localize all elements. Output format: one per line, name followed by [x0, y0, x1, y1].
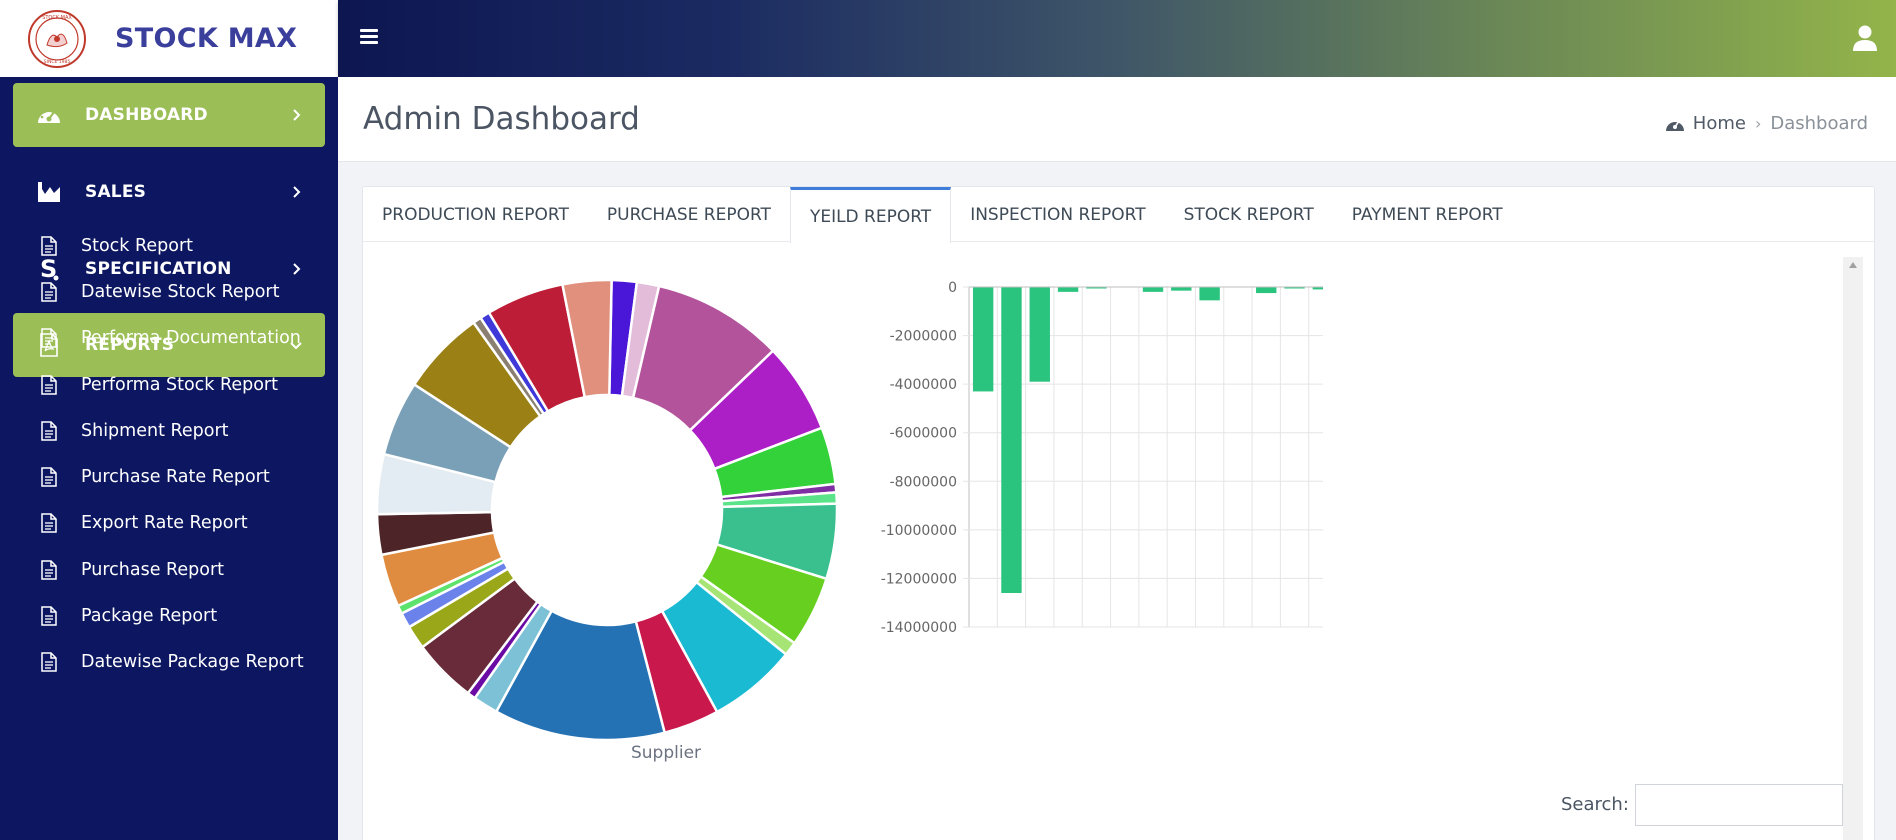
tab-yeild-report[interactable]: YEILD REPORT	[789, 187, 952, 243]
report-tabs: PRODUCTION REPORT PURCHASE REPORT YEILD …	[363, 187, 1874, 243]
sidebar-subitem-label: Performa Stock Report	[81, 375, 278, 395]
tab-production-report[interactable]: PRODUCTION REPORT	[382, 204, 569, 225]
sidebar-subitem-report[interactable]: Purchase Report	[40, 555, 224, 585]
document-icon	[41, 328, 57, 348]
document-icon	[41, 560, 57, 580]
sidebar-subitem-label: Purchase Report	[81, 560, 225, 580]
breadcrumb-home-link[interactable]: Home	[1692, 113, 1746, 134]
sidebar-item-specification[interactable]: S SPECIFICATION	[13, 237, 325, 301]
s-logo-icon: S	[35, 255, 63, 283]
scroll-up-arrow-icon[interactable]	[1849, 262, 1857, 268]
logo-area: STOCK MAX SINCE 1985 STOCK MAX	[0, 0, 338, 77]
sidebar-subitem-label: Package Report	[81, 606, 218, 626]
sidebar-subitem-label: Purchase Rate Report	[81, 467, 270, 487]
sidebar-subitem-report[interactable]: Datewise Stock Report	[40, 277, 279, 307]
sidebar-subitem-label: Export Rate Report	[81, 513, 248, 533]
bar-chart-bar[interactable]	[1284, 287, 1305, 289]
document-icon	[41, 421, 57, 441]
tab-payment-report[interactable]: PAYMENT REPORT	[1351, 204, 1503, 225]
document-icon	[41, 606, 57, 626]
bar-chart-y-tick-label: 0	[948, 280, 957, 296]
user-profile-icon[interactable]	[1852, 24, 1878, 52]
sidebar-item-label: REPORTS	[85, 335, 175, 355]
breadcrumb: Home › Dashboard	[1665, 113, 1868, 134]
document-icon	[41, 652, 57, 672]
bar-chart-bar[interactable]	[1029, 287, 1050, 382]
sidebar-subitem-label: Shipment Report	[81, 421, 229, 441]
sidebar-subitem-report[interactable]: Export Rate Report	[40, 508, 248, 538]
bar-chart-y-tick-label: -10000000	[881, 523, 957, 539]
breadcrumb-separator: ›	[1754, 114, 1762, 133]
bar-chart-bar[interactable]	[972, 287, 994, 392]
sidebar-subitem-label: Datewise Stock Report	[81, 282, 280, 302]
sidebar-subitem-report[interactable]: Performa Stock Report	[40, 370, 278, 400]
sidebar-subitem-report[interactable]: Performa Documentation	[40, 323, 301, 353]
hamburger-menu-icon[interactable]	[360, 29, 378, 45]
bar-chart-bar[interactable]	[1171, 287, 1192, 291]
tab-stock-report[interactable]: STOCK REPORT	[1183, 204, 1314, 225]
svg-text:STOCK MAX: STOCK MAX	[42, 15, 72, 21]
sidebar-subitem-report[interactable]: Purchase Rate Report	[40, 462, 270, 492]
sidebar-item-label: SPECIFICATION	[85, 259, 232, 279]
bar-chart-y-tick-label: -8000000	[890, 474, 957, 490]
chevron-right-icon	[293, 263, 301, 275]
pie-slice[interactable]	[560, 278, 613, 399]
document-icon	[41, 375, 57, 395]
bar-chart-bar[interactable]	[1057, 287, 1079, 292]
sidebar-item-label: SALES	[85, 182, 147, 202]
sidebar-subitem-report[interactable]: Package Report	[40, 601, 217, 631]
bar-chart-bar[interactable]	[1086, 287, 1107, 289]
svg-text:S: S	[40, 256, 57, 282]
chevron-right-icon	[293, 186, 301, 198]
sidebar-subitem-report[interactable]: Shipment Report	[40, 416, 229, 446]
page-title: Admin Dashboard	[363, 101, 640, 137]
bar-chart-bar[interactable]	[1142, 287, 1164, 292]
report-card: PRODUCTION REPORT PURCHASE REPORT YEILD …	[362, 186, 1875, 840]
top-navbar	[338, 0, 1896, 77]
sidebar-item-dashboard[interactable]: DASHBOARD	[13, 83, 325, 147]
sidebar-item-reports[interactable]: REPORTS	[13, 313, 325, 377]
speedometer-icon	[35, 101, 63, 129]
bar-chart-y-tick-label: -12000000	[881, 571, 957, 587]
sidebar: DASHBOARD SALES S SPECIFICATION REPORTS …	[0, 77, 338, 840]
chevron-down-icon	[290, 342, 302, 350]
document-icon	[41, 467, 57, 487]
bar-chart-bar[interactable]	[1199, 287, 1220, 301]
bar-chart-y-tick-label: -14000000	[881, 620, 957, 636]
page-header: Admin Dashboard Home › Dashboard	[338, 77, 1896, 162]
dashboard-gauge-icon	[1665, 120, 1684, 131]
sidebar-subitem-label: Stock Report	[81, 236, 194, 256]
sidebar-item-label: DASHBOARD	[85, 105, 208, 125]
document-icon	[41, 236, 57, 256]
bar-chart-bar[interactable]	[1312, 287, 1323, 290]
document-icon	[41, 282, 57, 302]
yield-bar-chart: 0 -2000000 -4000000 -6000000 -8000000 -100000…	[881, 280, 1323, 636]
sidebar-subitem-label: Datewise Package Report	[81, 652, 304, 672]
app-title: STOCK MAX	[115, 23, 298, 54]
supplier-donut-chart	[375, 278, 839, 742]
bar-chart-y-tick-label: -2000000	[890, 329, 957, 345]
bar-chart-y-tick-label: -4000000	[890, 377, 957, 393]
company-seal-logo: STOCK MAX SINCE 1985	[28, 9, 86, 68]
bar-chart-bar[interactable]	[1001, 287, 1022, 593]
svg-text:SINCE 1985: SINCE 1985	[44, 59, 71, 65]
vertical-scrollbar[interactable]	[1843, 257, 1863, 840]
breadcrumb-current: Dashboard	[1770, 113, 1868, 134]
sidebar-subitem-report[interactable]: Datewise Package Report	[40, 647, 304, 677]
bar-chart-y-tick-label: -6000000	[890, 426, 957, 442]
bar-chart-bar[interactable]	[1256, 287, 1277, 294]
document-icon	[41, 513, 57, 533]
chevron-right-icon	[293, 109, 301, 121]
sidebar-item-sales[interactable]: SALES	[13, 160, 325, 224]
tab-inspection-report[interactable]: INSPECTION REPORT	[970, 204, 1146, 225]
pie-x-axis-label: Supplier	[630, 743, 702, 763]
sidebar-subitem-label: Performa Documentation	[81, 328, 301, 348]
bar-chart-icon	[35, 178, 63, 206]
search-label: Search:	[1561, 794, 1629, 815]
sidebar-subitem-report[interactable]: Stock Report	[40, 231, 193, 261]
search-input[interactable]	[1635, 784, 1843, 826]
tab-purchase-report[interactable]: PURCHASE REPORT	[606, 204, 771, 225]
